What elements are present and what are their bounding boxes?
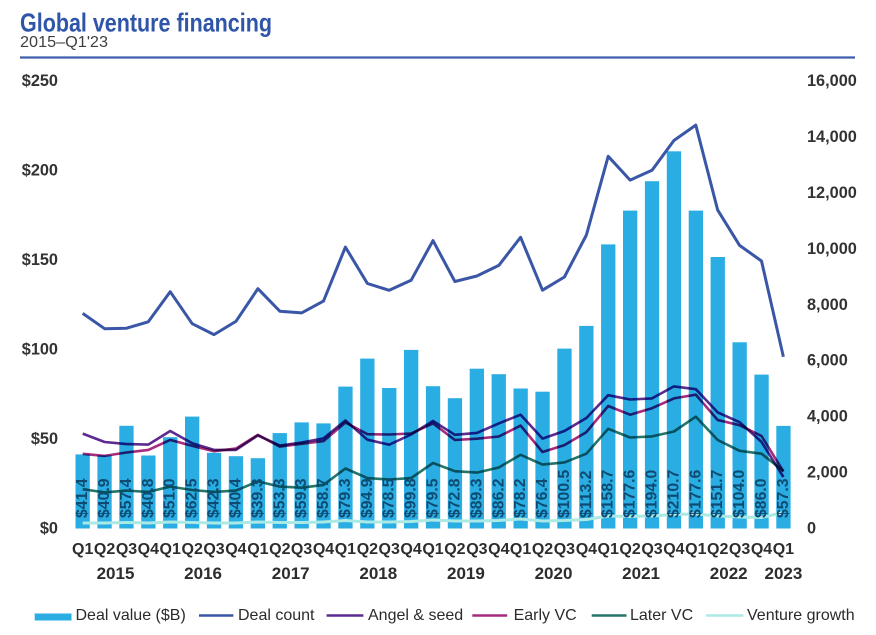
svg-text:2018: 2018 (359, 564, 397, 583)
svg-text:Venture growth: Venture growth (747, 607, 855, 624)
svg-text:$51.0: $51.0 (162, 478, 179, 518)
svg-text:Q4: Q4 (400, 541, 421, 558)
svg-text:2021: 2021 (622, 564, 660, 583)
svg-text:$76.4: $76.4 (534, 478, 551, 518)
svg-text:Q1: Q1 (422, 541, 443, 558)
svg-text:Q1: Q1 (160, 541, 181, 558)
svg-text:$0: $0 (40, 520, 58, 538)
svg-text:Q4: Q4 (225, 541, 246, 558)
svg-text:Global venture financing: Global venture financing (20, 8, 272, 38)
svg-text:$200: $200 (22, 162, 58, 180)
svg-text:$62.5: $62.5 (184, 478, 201, 518)
svg-text:Q3: Q3 (379, 541, 400, 558)
svg-text:$100.5: $100.5 (556, 469, 573, 518)
svg-text:$78.2: $78.2 (512, 478, 529, 518)
svg-text:Q3: Q3 (116, 541, 137, 558)
svg-text:$78.5: $78.5 (381, 478, 398, 518)
svg-text:$210.7: $210.7 (665, 469, 682, 518)
svg-text:$58.7: $58.7 (315, 478, 332, 518)
svg-text:$94.9: $94.9 (359, 478, 376, 518)
svg-text:10,000: 10,000 (807, 240, 857, 258)
svg-text:$89.3: $89.3 (468, 478, 485, 518)
svg-text:2015–Q1'23: 2015–Q1'23 (20, 34, 108, 51)
svg-text:Q1: Q1 (510, 541, 531, 558)
svg-text:2022: 2022 (710, 564, 748, 583)
svg-text:14,000: 14,000 (807, 128, 857, 146)
svg-text:$158.7: $158.7 (600, 469, 617, 518)
svg-text:2019: 2019 (447, 564, 485, 583)
svg-text:Q1: Q1 (72, 541, 93, 558)
svg-text:2020: 2020 (535, 564, 573, 583)
svg-text:Angel & seed: Angel & seed (368, 607, 463, 624)
svg-text:Q4: Q4 (751, 541, 772, 558)
svg-text:Q2: Q2 (707, 541, 728, 558)
svg-text:$53.3: $53.3 (271, 478, 288, 518)
svg-text:$72.8: $72.8 (446, 478, 463, 518)
svg-text:2016: 2016 (184, 564, 222, 583)
svg-text:2023: 2023 (764, 564, 802, 583)
svg-text:$40.8: $40.8 (140, 478, 157, 518)
svg-text:$39.3: $39.3 (249, 478, 266, 518)
svg-text:Q2: Q2 (94, 541, 115, 558)
svg-text:Q1: Q1 (247, 541, 268, 558)
svg-text:$79.5: $79.5 (425, 478, 442, 518)
svg-text:$99.8: $99.8 (403, 478, 420, 518)
svg-text:Later VC: Later VC (630, 607, 693, 624)
svg-text:2015: 2015 (97, 564, 135, 583)
svg-text:16,000: 16,000 (807, 72, 857, 90)
svg-text:12,000: 12,000 (807, 184, 857, 202)
svg-text:$41.4: $41.4 (74, 478, 91, 518)
svg-text:2,000: 2,000 (807, 464, 848, 482)
svg-text:$42.3: $42.3 (206, 478, 223, 518)
svg-text:Q3: Q3 (641, 541, 662, 558)
svg-text:$177.6: $177.6 (687, 469, 704, 518)
svg-text:Q4: Q4 (576, 541, 597, 558)
svg-text:Early VC: Early VC (514, 607, 577, 624)
svg-text:$40.4: $40.4 (227, 478, 244, 518)
svg-text:Q3: Q3 (554, 541, 575, 558)
svg-text:Q2: Q2 (532, 541, 553, 558)
svg-text:Deal count: Deal count (238, 607, 315, 624)
svg-text:$50: $50 (31, 430, 58, 448)
svg-text:$57.4: $57.4 (118, 478, 135, 518)
svg-text:Q1: Q1 (773, 541, 794, 558)
svg-text:Deal value ($B): Deal value ($B) (76, 607, 186, 624)
svg-text:Q1: Q1 (335, 541, 356, 558)
svg-text:$57.3: $57.3 (775, 478, 792, 518)
svg-text:$177.6: $177.6 (622, 469, 639, 518)
svg-text:$100: $100 (22, 341, 58, 359)
svg-text:Q2: Q2 (269, 541, 290, 558)
svg-text:Q3: Q3 (203, 541, 224, 558)
svg-text:Q2: Q2 (619, 541, 640, 558)
svg-text:4,000: 4,000 (807, 408, 848, 426)
svg-text:Q3: Q3 (729, 541, 750, 558)
svg-text:$250: $250 (22, 72, 58, 90)
svg-text:Q4: Q4 (488, 541, 509, 558)
svg-text:$59.3: $59.3 (293, 478, 310, 518)
svg-text:Q4: Q4 (138, 541, 159, 558)
svg-text:8,000: 8,000 (807, 296, 848, 314)
svg-text:$104.0: $104.0 (731, 469, 748, 518)
svg-text:2017: 2017 (272, 564, 310, 583)
svg-text:Q2: Q2 (444, 541, 465, 558)
svg-text:Q3: Q3 (291, 541, 312, 558)
svg-text:$194.0: $194.0 (644, 469, 661, 518)
svg-text:0: 0 (807, 520, 816, 538)
svg-text:Q4: Q4 (313, 541, 334, 558)
svg-text:$40.9: $40.9 (96, 478, 113, 518)
svg-text:$150: $150 (22, 251, 58, 269)
svg-text:$113.2: $113.2 (578, 470, 595, 518)
svg-text:$86.0: $86.0 (753, 478, 770, 518)
svg-text:Q1: Q1 (598, 541, 619, 558)
svg-text:$79.3: $79.3 (337, 478, 354, 518)
svg-text:Q1: Q1 (685, 541, 706, 558)
svg-text:Q3: Q3 (466, 541, 487, 558)
svg-text:Q2: Q2 (182, 541, 203, 558)
svg-text:6,000: 6,000 (807, 352, 848, 370)
svg-text:$86.2: $86.2 (490, 478, 507, 518)
svg-text:Q4: Q4 (663, 541, 684, 558)
svg-text:Q2: Q2 (357, 541, 378, 558)
svg-text:$151.7: $151.7 (709, 469, 726, 518)
